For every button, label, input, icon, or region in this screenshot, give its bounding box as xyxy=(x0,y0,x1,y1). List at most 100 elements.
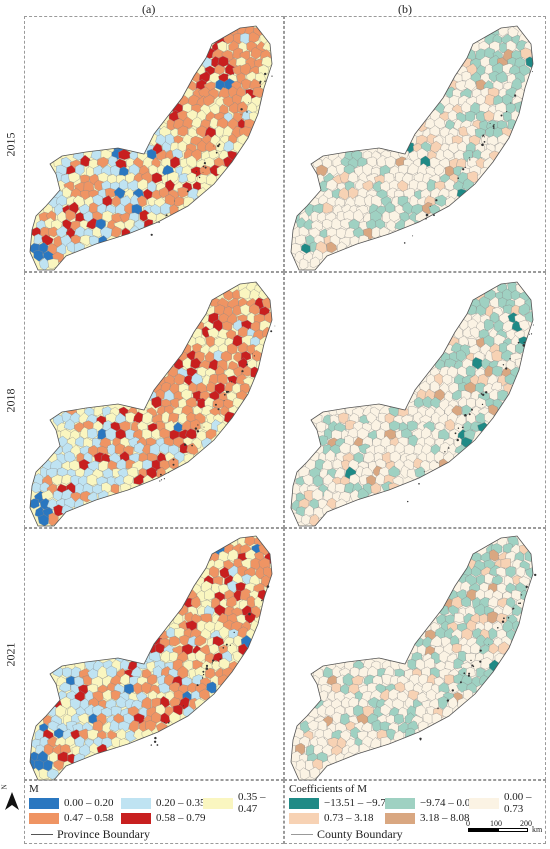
island xyxy=(177,207,179,208)
island xyxy=(215,151,218,154)
island xyxy=(479,660,482,663)
county-region xyxy=(264,311,272,324)
county-region xyxy=(416,180,429,191)
county-region xyxy=(58,681,71,693)
island xyxy=(205,667,209,670)
frame-b-2021 xyxy=(284,528,546,780)
county-region xyxy=(151,396,163,409)
county-region xyxy=(502,111,512,122)
county-region xyxy=(487,611,499,624)
island xyxy=(446,699,450,702)
island xyxy=(463,672,466,675)
county-region xyxy=(299,258,309,270)
choropleth-map xyxy=(29,281,276,527)
county-region xyxy=(491,365,503,377)
island xyxy=(483,141,486,143)
island xyxy=(172,458,175,461)
county-region xyxy=(143,219,154,232)
island xyxy=(259,85,261,87)
legend-swatch xyxy=(289,812,319,824)
county-region xyxy=(430,140,443,153)
legend-province-boundary: Province Boundary xyxy=(31,827,150,842)
map-a-2018 xyxy=(26,272,282,528)
county-region xyxy=(110,690,121,701)
island xyxy=(412,235,414,237)
island xyxy=(230,381,233,383)
county-region xyxy=(453,658,464,669)
county-region xyxy=(79,490,91,503)
legend-coefficients: Coefficients of M −13.51 – −9.74 −9.74 –… xyxy=(284,780,546,844)
island xyxy=(418,483,420,485)
island xyxy=(248,612,251,616)
island xyxy=(519,602,521,604)
row-label-2018: 2018 xyxy=(3,388,18,412)
county-region xyxy=(47,258,59,270)
column-b-heading: (b) xyxy=(398,2,412,16)
county-region xyxy=(53,759,65,771)
north-label: N xyxy=(0,784,9,790)
island xyxy=(225,390,229,394)
legend-county-boundary: County Boundary xyxy=(291,827,403,842)
island xyxy=(259,80,262,83)
island xyxy=(497,627,499,629)
island xyxy=(153,740,157,743)
county-region xyxy=(453,612,465,623)
county-region xyxy=(55,704,67,718)
county-region xyxy=(206,681,217,694)
island xyxy=(407,500,409,503)
county-region xyxy=(115,696,127,709)
island xyxy=(481,403,484,406)
choropleth-map xyxy=(290,281,534,527)
county-region xyxy=(469,326,480,339)
county-region xyxy=(324,704,336,717)
province-outline xyxy=(29,281,273,527)
legend-swatch xyxy=(289,797,319,809)
scale-tick-0: 0 xyxy=(466,819,470,828)
island xyxy=(223,400,225,402)
county-region xyxy=(67,172,80,183)
island xyxy=(467,674,470,677)
row-label-2021: 2021 xyxy=(3,642,18,666)
north-arrow-icon: N xyxy=(1,784,23,814)
island xyxy=(233,631,235,634)
county-region xyxy=(407,420,419,432)
island xyxy=(507,617,510,619)
island xyxy=(510,102,512,104)
county-region xyxy=(291,750,303,763)
island xyxy=(447,447,450,449)
county-region xyxy=(520,47,533,60)
island xyxy=(468,413,471,416)
island xyxy=(202,670,205,673)
island xyxy=(160,479,163,481)
county-region xyxy=(338,412,349,425)
island xyxy=(196,684,199,687)
island xyxy=(425,217,427,220)
legend-m-class-4: 0.47 – 0.58 xyxy=(29,812,114,824)
county-region xyxy=(388,688,400,701)
island xyxy=(523,341,525,344)
choropleth-map xyxy=(29,25,273,271)
scale-tick-200: 200 xyxy=(520,819,532,828)
county-region xyxy=(518,319,530,332)
island xyxy=(482,134,485,137)
county-region xyxy=(484,47,496,59)
island xyxy=(225,643,228,646)
scale-bar: 0 100 200 km xyxy=(466,819,546,842)
county-region xyxy=(65,209,77,222)
frame-b-2015 xyxy=(284,16,546,272)
island xyxy=(492,125,495,128)
island xyxy=(201,677,204,679)
county-region xyxy=(240,62,251,76)
island xyxy=(158,221,160,223)
island xyxy=(425,213,429,217)
county-region xyxy=(133,473,145,485)
island xyxy=(212,145,214,147)
island xyxy=(528,333,530,335)
choropleth-map xyxy=(290,535,537,781)
county-region xyxy=(407,689,419,701)
county-region xyxy=(500,558,511,569)
county-region xyxy=(160,202,171,215)
county-region xyxy=(443,178,455,191)
island xyxy=(471,408,473,411)
legend-coefficients-title: Coefficients of M xyxy=(289,783,368,795)
